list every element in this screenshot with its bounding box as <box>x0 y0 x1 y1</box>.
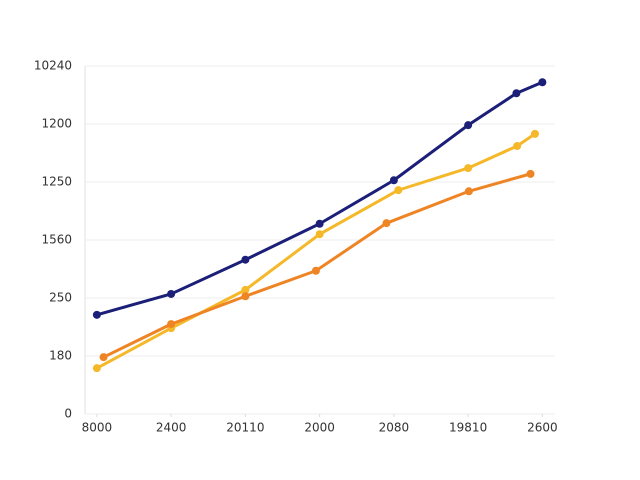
point <box>92 364 101 373</box>
point <box>241 292 250 301</box>
point <box>464 187 473 196</box>
x-tick-label: 2400 <box>156 421 187 435</box>
point <box>512 89 521 98</box>
x-tick-label: 19810 <box>449 421 487 435</box>
point <box>241 285 250 294</box>
x-tick-label: 8000 <box>82 421 113 435</box>
point <box>311 266 320 275</box>
y-tick-label: 180 <box>49 349 72 363</box>
x-tick-label: 2600 <box>527 421 558 435</box>
point <box>241 255 250 264</box>
point <box>530 129 539 138</box>
point <box>389 176 398 185</box>
point <box>464 121 473 130</box>
point <box>394 186 403 195</box>
point <box>315 219 324 228</box>
y-tick-label: 1200 <box>41 117 72 131</box>
y-tick-label: 250 <box>49 291 72 305</box>
point <box>464 164 473 173</box>
point <box>513 142 522 151</box>
y-tick-label: 10240 <box>34 59 72 73</box>
x-tick-label: 2080 <box>379 421 410 435</box>
point <box>99 353 108 362</box>
y-tick-label: 1560 <box>41 233 72 247</box>
x-tick-label: 2000 <box>304 421 335 435</box>
series-line <box>96 80 543 317</box>
point <box>315 230 324 239</box>
point <box>382 219 391 228</box>
point <box>167 320 176 329</box>
point <box>167 289 176 298</box>
x-tick-label: 20110 <box>226 421 264 435</box>
point <box>526 169 535 178</box>
point <box>92 310 101 319</box>
point <box>538 78 547 87</box>
y-tick-label: 1250 <box>41 175 72 189</box>
y-tick-label: 0 <box>64 407 72 421</box>
series-line <box>96 132 536 370</box>
